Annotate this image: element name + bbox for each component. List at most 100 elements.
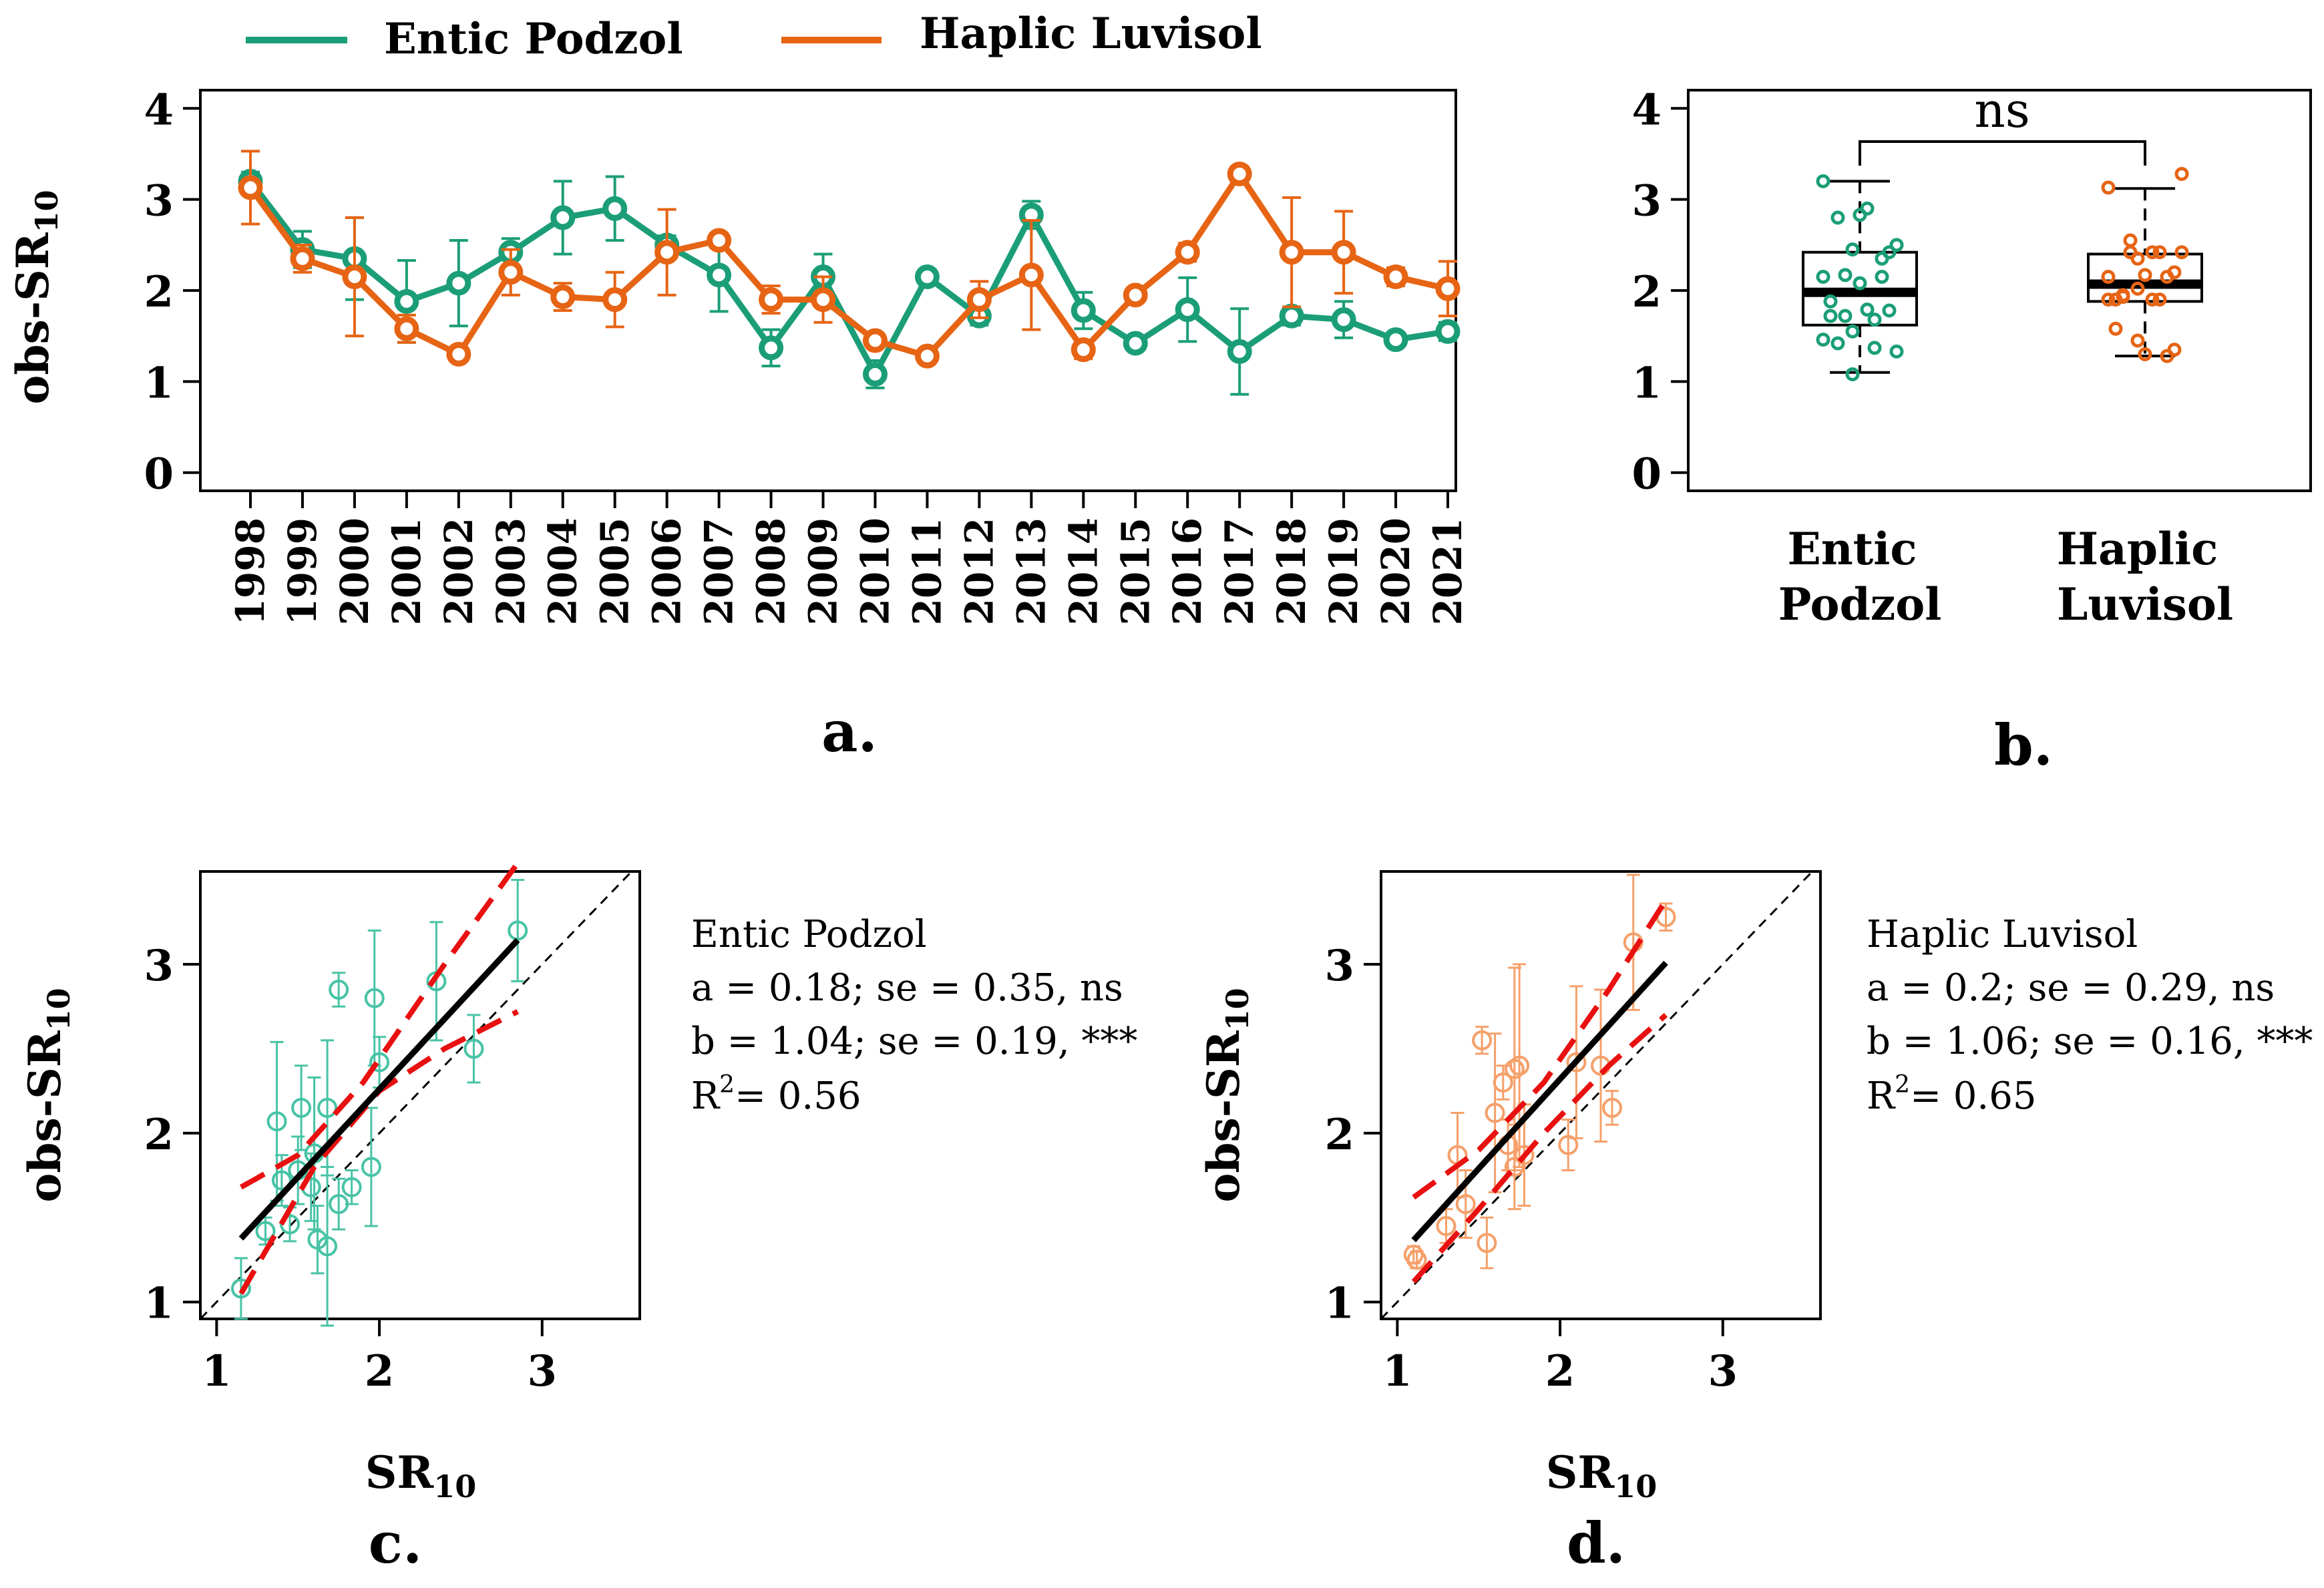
- significance-label: ns: [1974, 82, 2029, 138]
- data-point: [862, 328, 888, 353]
- jitter-point: [2174, 245, 2189, 260]
- panel-c-stats-title: Entic Podzol: [691, 913, 927, 956]
- panel-b-x-labels: Entic Podzol Haplic Luvisol: [1778, 523, 2234, 630]
- legend: Entic Podzol Haplic Luvisol: [246, 9, 1262, 64]
- jitter-point: [1889, 238, 1904, 252]
- jitter-point: [2152, 292, 2167, 307]
- jitter-point: [1830, 210, 1845, 225]
- category-label-haplic-luvisol: Haplic Luvisol: [2057, 523, 2234, 630]
- data-point: [1018, 262, 1044, 288]
- y-tick-label: 3: [144, 941, 174, 991]
- jitter-point: [2130, 333, 2145, 348]
- data-point: [508, 920, 528, 941]
- x-tick-label: 2002: [436, 518, 481, 625]
- panel-c-content: 1 2 3 1 2 3: [144, 861, 632, 1396]
- panel-d-stats-r2: R2= 0.65: [1867, 1071, 2037, 1118]
- data-point: [1558, 1135, 1579, 1155]
- y-tick-label: 2: [1324, 1110, 1354, 1160]
- data-point: [271, 1170, 292, 1191]
- data-point: [329, 979, 349, 1000]
- x-tick-label: 1999: [280, 518, 325, 625]
- data-point: [1602, 1097, 1623, 1118]
- y-tick-label: 2: [144, 267, 174, 317]
- y-tick-label: 1: [144, 1279, 174, 1329]
- jitter-point: [2123, 245, 2138, 260]
- data-point: [291, 1097, 312, 1118]
- panel-d-stats-a: a = 0.2; se = 0.29, ns: [1867, 966, 2275, 1010]
- panel-d-y-label: obs-SR10: [1197, 988, 1255, 1202]
- series-haplic-luvisol: [238, 150, 1461, 369]
- jitter-point: [1816, 333, 1830, 347]
- box-iqr: [2087, 252, 2203, 303]
- confidence-band-lower: [1411, 1012, 1668, 1284]
- data-point: [1504, 1058, 1525, 1079]
- data-point: [280, 1214, 301, 1235]
- jitter-point: [1845, 324, 1860, 339]
- panel-a-y-label: obs-SR10: [7, 190, 65, 404]
- data-point: [1331, 307, 1356, 333]
- jitter-point: [1860, 303, 1875, 317]
- x-tick-label: 2011: [904, 518, 950, 625]
- x-tick-label: 3: [528, 1346, 558, 1396]
- x-tick-label: 3: [1708, 1346, 1738, 1396]
- data-point: [654, 240, 680, 265]
- jitter-point: [2138, 268, 2152, 282]
- panel-c-plot-frame: [199, 870, 641, 1320]
- panel-d-stats: Haplic Luvisol a = 0.2; se = 0.29, ns b …: [1867, 913, 2313, 1118]
- jitter-point: [1838, 268, 1853, 282]
- data-point: [1279, 240, 1304, 265]
- data-point: [811, 287, 836, 313]
- y-tick-label: 3: [144, 176, 174, 226]
- jitter-point: [2108, 321, 2123, 336]
- data-point: [1477, 1233, 1497, 1253]
- x-tick-label: 2005: [592, 518, 638, 625]
- data-point: [707, 262, 732, 288]
- box-haplic-luvisol: [2087, 166, 2203, 363]
- y-tick-label: 0: [144, 449, 174, 500]
- data-point: [602, 287, 628, 313]
- data-point: [1455, 1194, 1476, 1215]
- x-tick-label: 2008: [749, 518, 794, 625]
- category-label-entic-podzol: Entic Podzol: [1778, 523, 1942, 630]
- panel-d-stats-title: Haplic Luvisol: [1867, 913, 2138, 956]
- x-tick-label: 1: [1382, 1346, 1412, 1396]
- data-point: [1435, 276, 1461, 301]
- x-tick-label: 1998: [228, 518, 273, 625]
- legend-label-haplic-luvisol: Haplic Luvisol: [920, 9, 1262, 59]
- confidence-band-upper: [239, 861, 520, 1190]
- x-tick-label: 1: [202, 1346, 232, 1396]
- panel-a-y-axis: 0 1 2 3 4: [144, 85, 200, 500]
- x-tick-label: 2007: [697, 518, 742, 625]
- data-point: [394, 288, 419, 314]
- panel-b-significance-bracket: ns: [1859, 82, 2146, 166]
- y-tick-label: 3: [1631, 176, 1662, 226]
- panel-d-label: d.: [1567, 1510, 1625, 1576]
- data-point: [446, 270, 471, 296]
- data-point: [862, 361, 888, 387]
- box-entic-podzol: [1802, 174, 1918, 381]
- panel-a-label: a.: [821, 699, 878, 765]
- data-point: [1485, 1103, 1505, 1123]
- data-point: [1175, 297, 1200, 323]
- panel-b-plot-frame: [1687, 89, 2312, 492]
- data-point: [342, 264, 367, 290]
- legend-label-entic-podzol: Entic Podzol: [384, 14, 683, 64]
- data-point: [707, 228, 732, 253]
- jitter-point: [2167, 343, 2182, 357]
- jitter-point: [2145, 245, 2160, 260]
- data-point: [317, 1236, 338, 1257]
- jitter-point: [2167, 265, 2182, 280]
- panel-c-label: c.: [369, 1510, 422, 1576]
- data-point: [914, 264, 940, 290]
- regression-line: [238, 938, 520, 1241]
- data-point: [463, 1038, 484, 1059]
- panel-c-y-label: obs-SR10: [19, 988, 77, 1202]
- data-point: [1071, 337, 1096, 363]
- data-point: [1279, 303, 1304, 329]
- y-tick-label: 2: [144, 1110, 174, 1160]
- x-tick-label: 2021: [1425, 518, 1471, 625]
- confidence-band-upper: [1412, 898, 1668, 1200]
- jitter-point: [1816, 270, 1830, 284]
- jitter-point: [2174, 166, 2189, 181]
- data-point: [230, 1278, 251, 1299]
